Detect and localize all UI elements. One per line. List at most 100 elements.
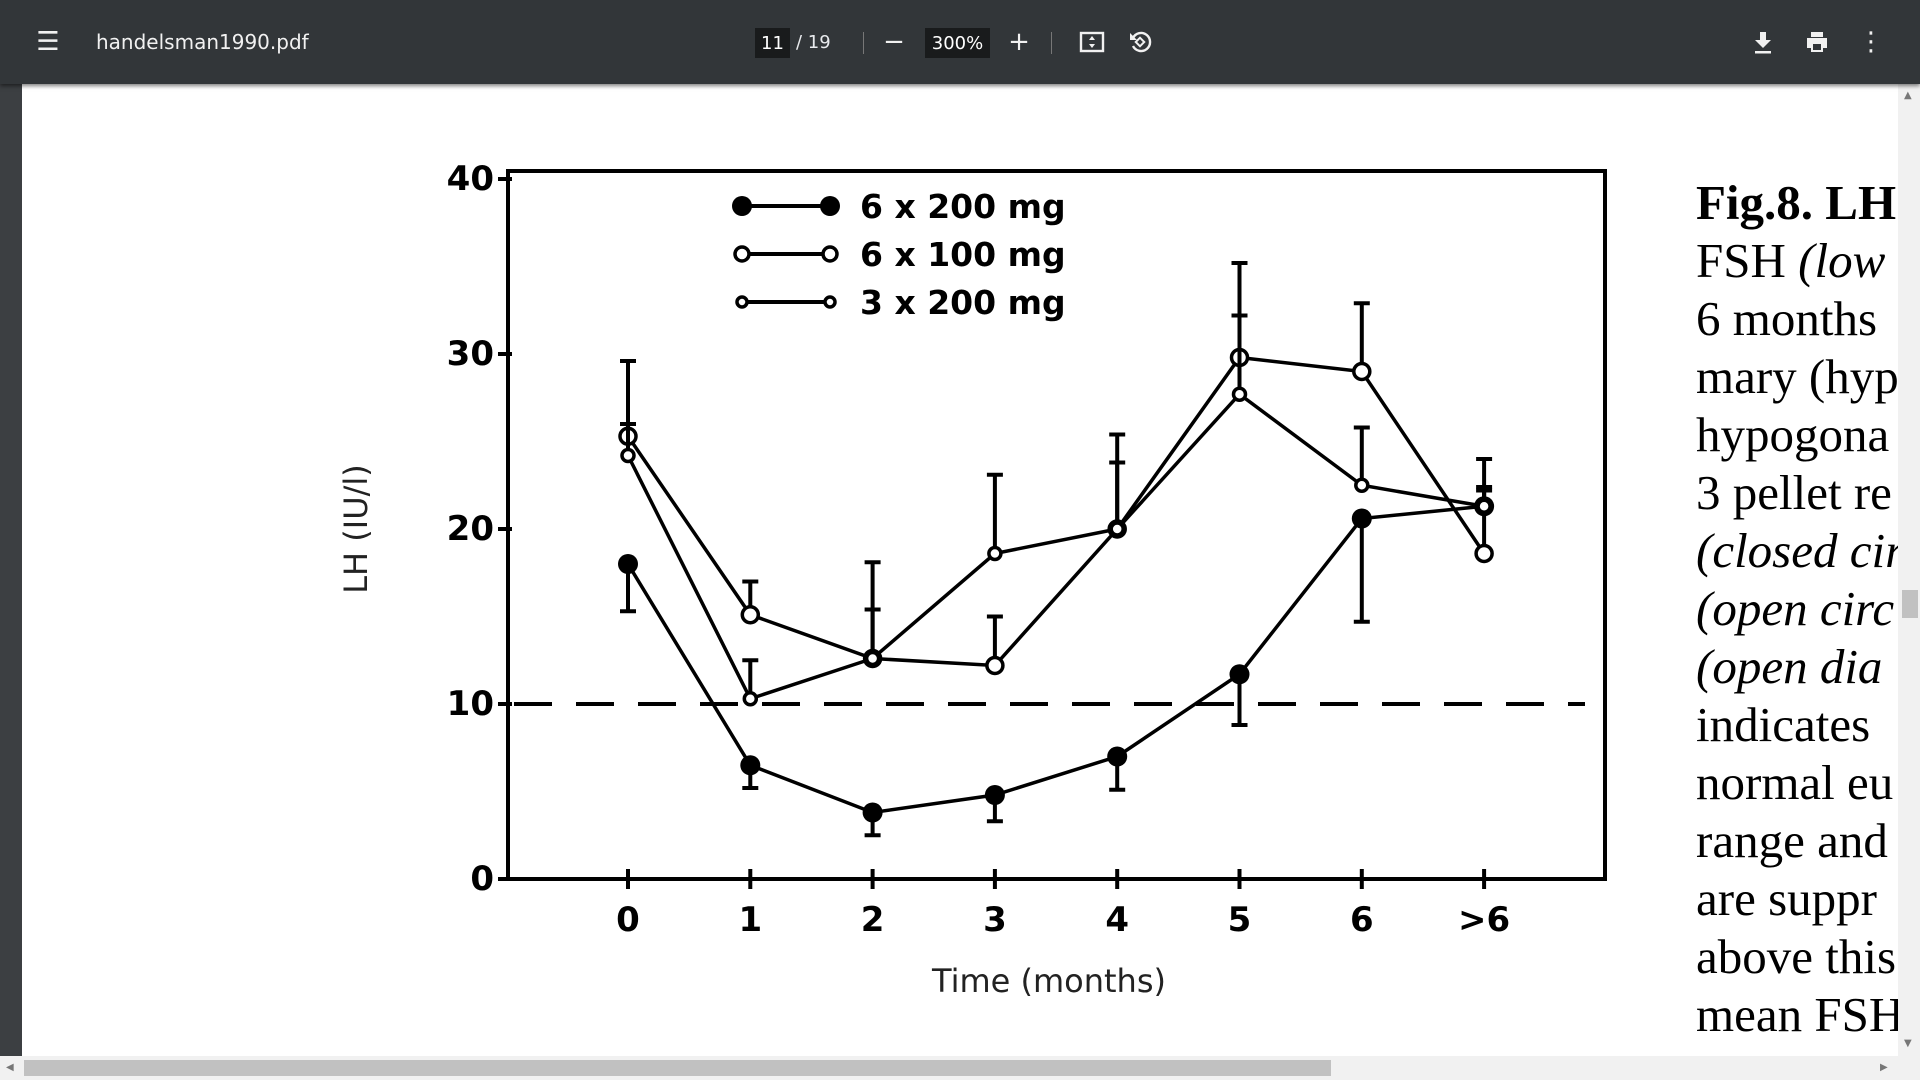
data-point xyxy=(985,655,1005,676)
vertical-scroll-thumb[interactable] xyxy=(1902,590,1918,618)
data-point xyxy=(1231,386,1248,402)
data-point xyxy=(1352,361,1372,382)
caption-line: 6 months xyxy=(1696,290,1898,348)
download-icon[interactable] xyxy=(1743,0,1783,84)
caption-text: mean FSH xyxy=(1696,987,1898,1042)
legend-marker xyxy=(821,245,839,263)
caption-text: normal eu xyxy=(1696,755,1894,810)
y-tick-label: 40 xyxy=(447,159,494,199)
scroll-right-icon[interactable]: ▶ xyxy=(1880,1062,1888,1073)
horizontal-scrollbar[interactable]: ◀ ▶ xyxy=(0,1056,1920,1080)
caption-line: FSH (low xyxy=(1696,232,1898,290)
caption-text: 6 months xyxy=(1696,291,1878,346)
data-point xyxy=(618,554,638,574)
zoom-out-icon[interactable]: − xyxy=(883,27,905,57)
caption-text: hypogona xyxy=(1696,407,1890,462)
caption-text: 3 pellet re xyxy=(1696,465,1892,520)
data-point xyxy=(1476,498,1492,514)
caption-text: (closed cir xyxy=(1696,523,1898,578)
x-tick-label: 0 xyxy=(616,900,640,940)
caption-text: are suppr xyxy=(1696,871,1877,926)
pdf-page: 0 10 20 30 40 0 1 2 3 4 5 6 >6 Time (months) LH (IU/l)… xyxy=(22,84,1898,1056)
scroll-left-icon[interactable]: ◀ xyxy=(6,1062,14,1073)
legend-marker xyxy=(735,295,749,309)
caption-text: (open circ xyxy=(1696,581,1895,636)
caption-text: Fig.8. LH xyxy=(1696,175,1897,230)
caption-text: (open dia xyxy=(1696,639,1883,694)
caption-line: range and xyxy=(1696,812,1898,870)
zoom-in-icon[interactable]: + xyxy=(1008,27,1030,57)
hamburger-menu-icon[interactable]: ☰ xyxy=(36,27,60,57)
caption-line: are suppr xyxy=(1696,870,1898,928)
y-tick-label: 20 xyxy=(447,509,494,549)
caption-line: hypogona xyxy=(1696,406,1898,464)
data-point xyxy=(740,605,761,625)
x-tick-label: 6 xyxy=(1350,900,1374,940)
caption-line: above this xyxy=(1696,928,1898,986)
fit-page-icon[interactable] xyxy=(1072,0,1112,84)
file-name: handelsman1990.pdf xyxy=(96,30,309,54)
scroll-up-icon[interactable]: ▲ xyxy=(1904,90,1912,101)
caption-line: Fig.8. LH xyxy=(1696,174,1898,232)
divider xyxy=(863,32,864,54)
data-point xyxy=(864,650,881,667)
legend-label: 6 x 200 mg xyxy=(860,187,1066,226)
caption-text: above this xyxy=(1696,929,1897,984)
series-line-2 xyxy=(626,391,1485,701)
x-tick-label: 2 xyxy=(861,900,885,940)
caption-line: normal eu xyxy=(1696,754,1898,812)
y-axis-label: LH (IU/l) xyxy=(337,464,375,594)
figure-caption: Fig.8. LH FSH (low 6 months mary (hyp hypogo… xyxy=(1696,174,1898,1044)
data-point xyxy=(740,755,761,776)
page-number-input[interactable]: 11 xyxy=(755,28,790,58)
caption-line: indicates xyxy=(1696,696,1898,754)
caption-text: range and xyxy=(1696,813,1888,868)
x-axis-label: Time (months) xyxy=(931,962,1166,1000)
print-icon[interactable] xyxy=(1797,0,1837,84)
x-tick-label: >6 xyxy=(1458,900,1510,940)
data-point xyxy=(742,691,759,707)
zoom-level-input[interactable]: 300% xyxy=(925,28,990,58)
vertical-scrollbar[interactable]: ▲ ▼ xyxy=(1898,84,1920,1056)
legend-marker xyxy=(820,196,840,216)
x-tick-label: 3 xyxy=(983,900,1007,940)
caption-text: FSH xyxy=(1696,233,1799,288)
data-point xyxy=(862,802,883,823)
legend-label: 3 x 200 mg xyxy=(860,283,1066,322)
scroll-down-icon[interactable]: ▼ xyxy=(1904,1038,1912,1049)
data-point xyxy=(1229,664,1250,685)
x-tick-label: 1 xyxy=(738,900,762,940)
legend-marker xyxy=(732,196,752,216)
legend-marker xyxy=(823,295,837,309)
x-tick-label: 4 xyxy=(1105,900,1129,940)
series-line-1 xyxy=(626,355,1486,668)
data-point xyxy=(984,785,1005,805)
data-point xyxy=(620,447,636,464)
legend-label: 6 x 100 mg xyxy=(860,235,1066,274)
data-point xyxy=(1351,508,1372,529)
pdf-toolbar: ☰ handelsman1990.pdf 11 / 19 − 300% + ⋮ xyxy=(0,0,1920,84)
page-total: / 19 xyxy=(796,31,831,53)
data-point xyxy=(1109,521,1125,537)
caption-line: mean FSH xyxy=(1696,986,1898,1044)
data-point xyxy=(1107,746,1128,767)
data-point xyxy=(1354,477,1370,493)
data-point xyxy=(1474,543,1494,564)
rotate-icon[interactable] xyxy=(1120,0,1160,84)
viewer-background xyxy=(0,84,22,1056)
caption-text: indicates xyxy=(1696,697,1871,752)
y-tick-label: 10 xyxy=(447,684,494,724)
horizontal-scroll-thumb[interactable] xyxy=(24,1060,1331,1076)
series-line-0 xyxy=(626,504,1485,815)
x-tick-label: 5 xyxy=(1228,900,1252,940)
caption-text: (low xyxy=(1798,233,1886,288)
y-tick-label: 30 xyxy=(447,334,494,374)
caption-line: (open dia xyxy=(1696,638,1898,696)
plot-frame xyxy=(506,169,1607,881)
data-point xyxy=(987,545,1003,562)
lh-chart: 0 10 20 30 40 0 1 2 3 4 5 6 >6 Time (months) LH (IU/l)… xyxy=(337,159,1607,1000)
caption-text: mary (hyp xyxy=(1696,349,1898,404)
caption-line: mary (hyp xyxy=(1696,348,1898,406)
y-tick-label: 0 xyxy=(470,859,494,899)
more-vert-icon[interactable]: ⋮ xyxy=(1858,27,1884,57)
